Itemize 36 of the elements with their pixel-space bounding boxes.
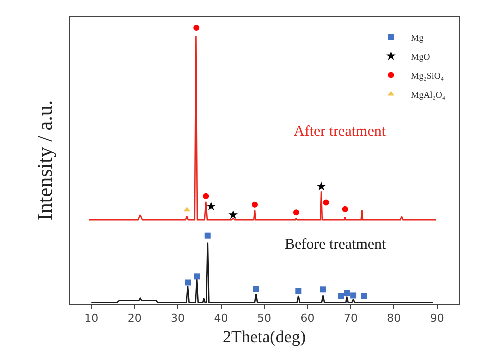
x-tick-label: 10 <box>84 312 99 326</box>
point <box>361 293 368 300</box>
y-axis-title: Intensity / a.u. <box>33 100 58 221</box>
point <box>316 182 326 191</box>
text: Before treatment <box>285 237 388 253</box>
point <box>194 274 200 280</box>
point <box>206 202 216 211</box>
x-tick-label: 20 <box>128 312 142 326</box>
point <box>296 288 302 294</box>
legend-label: MgAl₂O₄ <box>411 90 446 100</box>
x-tick-label: 40 <box>214 312 228 326</box>
point <box>323 200 330 206</box>
point <box>293 210 300 216</box>
point <box>194 25 200 32</box>
point <box>185 280 191 286</box>
legend-label: MgO <box>411 52 431 62</box>
x-tick-label: 60 <box>300 312 315 326</box>
point <box>350 292 357 299</box>
point <box>204 232 211 239</box>
point <box>253 286 260 292</box>
x-tick-label: 50 <box>258 312 272 326</box>
point <box>342 206 348 212</box>
legend-label: Mg <box>411 32 424 43</box>
x-tick-label: 30 <box>171 312 186 326</box>
point <box>228 210 238 220</box>
point <box>344 290 350 296</box>
text: After treatment <box>294 124 387 140</box>
legend-label: Mg₂SiO₄ <box>411 70 444 81</box>
point <box>320 286 326 293</box>
x-tick-label: 80 <box>387 312 402 326</box>
x-tick-label: 90 <box>430 312 444 326</box>
point <box>338 293 344 299</box>
point <box>252 202 258 208</box>
x-axis-title: 2Theta(deg) <box>222 328 306 347</box>
x-tick-label: 70 <box>344 312 358 326</box>
point <box>203 193 210 200</box>
